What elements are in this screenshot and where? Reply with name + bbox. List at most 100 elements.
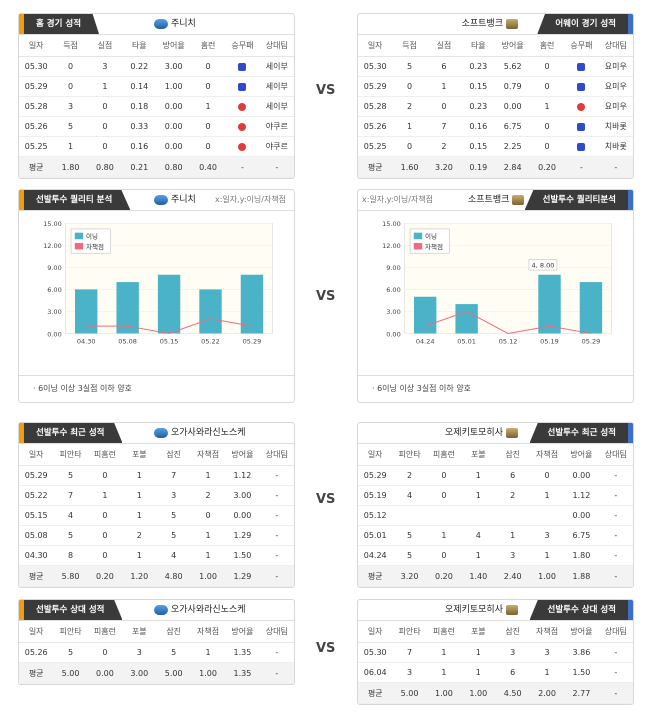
bar — [157, 274, 181, 334]
table-cell: 1.20 — [122, 565, 157, 587]
table-cell: 0 — [87, 116, 123, 137]
table-cell: 1.35 — [225, 642, 260, 663]
bar — [199, 289, 222, 334]
table-cell: 0 — [426, 96, 462, 117]
panel-header: 선발투수 상대 성적 오가사와라신노스케 — [19, 600, 294, 621]
table-cell: 3.20 — [426, 156, 462, 178]
table-cell: - — [259, 525, 294, 546]
panel-header: 선발투수 퀄리티 분석 주니치 x:일자,y:이닝/자책점 — [19, 190, 294, 211]
average-row: 평균 1.60 3.20 0.19 2.84 0.20- - — [358, 156, 633, 178]
table-cell: 05.25 — [358, 136, 393, 157]
table-cell: 0 — [392, 76, 427, 97]
average-row: 평균 5.00 1.00 1.00 4.50 2.00 2.77- — [358, 682, 633, 704]
table-row: 05.25 1 0 0.16 0.00 0 야쿠르 — [19, 136, 294, 157]
quality-chart: 0.00 3.00 6.00 9.00 12.00 15.00 04.30 05.08 05.1… — [43, 220, 273, 346]
x-tick-label: 05.01 — [457, 338, 476, 346]
table-cell: 4 — [392, 485, 427, 506]
column-header: 자책점 — [529, 444, 565, 466]
table-cell: 0.00 — [495, 96, 530, 117]
team-logo-icon — [154, 18, 168, 29]
vs-label: VS — [316, 83, 336, 98]
table-cell: - — [598, 642, 633, 663]
table-cell: 4.50 — [495, 682, 530, 704]
table-cell: 1 — [190, 525, 226, 546]
table-cell: 0.33 — [122, 116, 157, 137]
table-row: 05.30 0 3 0.22 3.00 0 세이부 — [19, 56, 294, 77]
home-record-panel: 홈 경기 성적 주니치 일자 득점 실점 타율 방어율 홈런 승무패 상대팀 05.30 0 3 0.… — [18, 13, 295, 179]
table-cell: 0 — [392, 136, 427, 157]
table-row: 05.08 5 0 2 5 1 1.29- — [19, 525, 294, 546]
earned-runs-line — [86, 318, 253, 334]
table-cell: 05.29 — [19, 76, 54, 97]
result-cell — [564, 76, 599, 97]
table-cell: 0.00 — [156, 136, 191, 157]
x-tick-label: 05.29 — [582, 338, 601, 346]
table-cell: 3 — [87, 56, 123, 77]
column-header: 포볼 — [461, 444, 496, 466]
column-header: 상대팀 — [598, 444, 633, 466]
team-logo-icon — [506, 18, 518, 29]
result-cell — [225, 76, 260, 97]
table-cell: 6 — [495, 465, 530, 486]
stats-table: 일자 피안타 피홈런 포볼 삼진 자책점 방어율 상대팀 05.29 5 0 1 7 1 1.12-05.2… — [19, 444, 294, 587]
table-cell: 평균 — [358, 682, 393, 704]
table-cell: 1.00 — [461, 682, 496, 704]
table-cell: 0 — [190, 56, 226, 77]
column-header: 피안타 — [53, 621, 88, 643]
table-cell: 치바롯 — [598, 116, 633, 137]
table-cell: 05.26 — [19, 642, 54, 663]
table-cell: 1 — [392, 116, 427, 137]
table-cell: 06.04 — [358, 662, 393, 683]
average-row: 평균 1.80 0.80 0.21 0.80 0.40- - — [19, 156, 294, 178]
table-cell: - — [598, 465, 633, 486]
earned-runs-line — [425, 310, 592, 334]
table-cell: 1.80 — [564, 545, 599, 566]
column-header: 일자 — [19, 621, 54, 643]
pitcher-recent-panel: 오제키토모히사 선발투수 최근 성적 일자 피안타 피홈런 포볼 삼진 자책점 방어율 상대팀… — [357, 422, 634, 588]
column-header: 일자 — [358, 35, 393, 57]
table-cell: - — [259, 545, 294, 566]
column-header: 자책점 — [190, 444, 226, 466]
table-cell: 0.00 — [564, 505, 599, 526]
table-cell: 1 — [461, 545, 496, 566]
column-header: 방어율 — [564, 444, 599, 466]
loss-badge-icon — [238, 102, 247, 111]
axis-note: x:일자,y:이닝/자책점 — [362, 195, 434, 204]
result-cell — [225, 96, 260, 117]
table-cell: 3 — [53, 96, 88, 117]
x-tick-label: 05.19 — [540, 338, 559, 346]
table-cell — [495, 505, 530, 526]
table-cell: 1 — [190, 465, 226, 486]
table-cell: 05.30 — [19, 56, 54, 77]
legend-label: 이닝 — [425, 232, 437, 241]
table-cell: 0.00 — [225, 505, 260, 526]
panel-header: 오제키토모히사 선발투수 상대 성적 — [358, 600, 633, 621]
table-cell: 7 — [426, 116, 462, 137]
table-row: 05.19 4 0 1 2 1 1.12- — [358, 485, 633, 506]
column-header: 상대팀 — [259, 444, 294, 466]
table-cell: 0 — [87, 465, 123, 486]
column-header: 삼진 — [495, 444, 530, 466]
column-header: 포볼 — [122, 444, 157, 466]
table-cell: 05.19 — [358, 485, 393, 506]
table-cell: 0 — [87, 525, 123, 546]
table-cell: 5 — [156, 525, 191, 546]
table-cell: 05.28 — [358, 96, 393, 117]
legend-swatch — [74, 232, 84, 240]
legend-label: 자책점 — [86, 242, 104, 251]
table-cell: 평균 — [19, 565, 54, 587]
table-cell: 1 — [122, 485, 157, 506]
loss-badge-icon — [577, 102, 586, 111]
column-header: 일자 — [19, 444, 54, 466]
table-cell: 0 — [426, 485, 462, 506]
table-cell: 1 — [495, 525, 530, 546]
table-row: 05.29 0 1 0.14 1.00 0 세이부 — [19, 76, 294, 97]
column-header: 상대팀 — [259, 35, 294, 57]
column-header: 상대팀 — [598, 35, 633, 57]
column-header: 삼진 — [156, 444, 191, 466]
column-header: 타율 — [461, 35, 496, 57]
table-cell: 04.30 — [19, 545, 54, 566]
table-cell: 0 — [53, 76, 88, 97]
column-header: 승무패 — [225, 35, 260, 57]
column-header: 실점 — [426, 35, 462, 57]
